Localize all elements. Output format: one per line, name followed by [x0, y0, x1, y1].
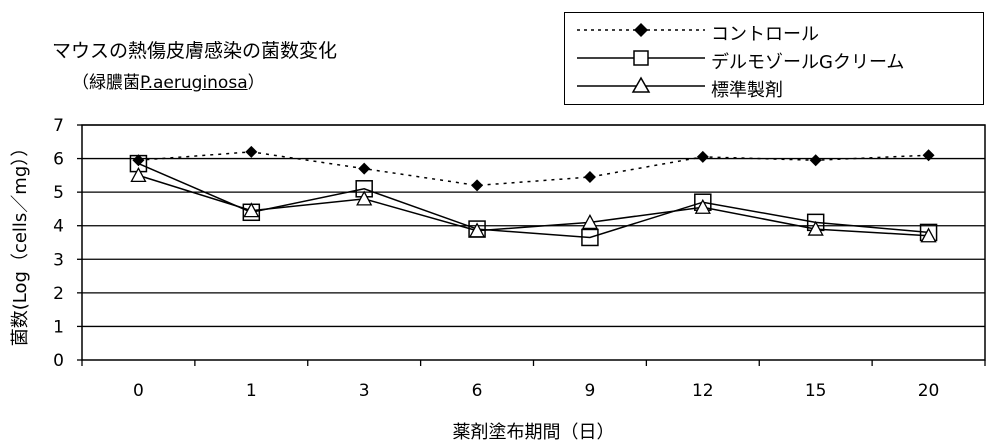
legend-item-control: コントロール: [565, 17, 983, 45]
data-point-control: [922, 149, 935, 162]
legend-swatch-control: [577, 23, 705, 37]
data-point-control: [583, 171, 596, 184]
x-tick-label: 3: [359, 381, 370, 401]
y-tick-label: 4: [53, 217, 64, 237]
legend-label-dermosol: デルモゾールGクリーム: [711, 52, 905, 73]
x-tick-label: 15: [805, 381, 827, 401]
legend-swatch-standard: [577, 76, 705, 93]
x-tick-label: 20: [918, 381, 940, 401]
data-point-dermosol: [581, 228, 599, 247]
legend-item-standard: 標準製剤: [565, 73, 983, 101]
x-axis-title: 薬剤塗布期間（日）: [453, 421, 615, 443]
y-axis-title: 菌数(Log（cells／mg））: [10, 139, 31, 346]
data-point-control: [358, 162, 371, 175]
x-tick-label: 0: [133, 381, 144, 401]
data-point-standard: [356, 190, 373, 206]
data-point-standard: [694, 198, 711, 214]
chart-title: マウスの熱傷皮膚感染の菌数変化: [52, 40, 338, 62]
data-point-control: [471, 179, 484, 192]
legend-item-dermosol: デルモゾールGクリーム: [565, 45, 983, 73]
data-point-standard: [581, 213, 599, 230]
y-tick-label: 6: [53, 150, 64, 170]
series-line-1: [138, 151, 929, 187]
data-point-control: [132, 154, 145, 167]
legend-swatch-dermosol: [577, 50, 705, 66]
data-point-standard: [807, 220, 824, 236]
plot-area: [81, 124, 986, 361]
data-point-standard: [920, 227, 937, 243]
data-point-control: [809, 154, 822, 167]
legend-label-control: コントロール: [711, 24, 819, 45]
subtitle-suffix: ）: [247, 73, 265, 93]
subtitle-prefix: （緑膿菌: [72, 73, 140, 93]
x-tick-label: 1: [246, 381, 257, 401]
y-tick-label: 5: [53, 183, 64, 203]
data-point-standard: [130, 166, 147, 183]
x-tick-label: 9: [585, 381, 596, 401]
subtitle-organism: P.aeruginosa: [140, 73, 248, 93]
data-point-standard: [243, 202, 260, 218]
data-point-control: [245, 145, 258, 158]
y-tick-label: 1: [53, 317, 64, 337]
x-tick-label: 12: [692, 381, 714, 401]
legend-label-standard: 標準製剤: [711, 80, 783, 101]
legend: コントロール デルモゾールGクリーム 標準製剤: [564, 12, 984, 105]
y-tick-label: 2: [53, 284, 64, 304]
data-point-control: [696, 150, 709, 163]
x-tick-label: 6: [472, 381, 483, 401]
y-tick-label: 3: [53, 250, 64, 270]
data-point-standard: [468, 222, 486, 238]
y-tick-label: 7: [53, 116, 64, 136]
y-tick-label: 0: [53, 351, 64, 371]
series-line-3: [138, 174, 929, 237]
chart-subtitle: （緑膿菌P.aeruginosa）: [72, 68, 265, 93]
